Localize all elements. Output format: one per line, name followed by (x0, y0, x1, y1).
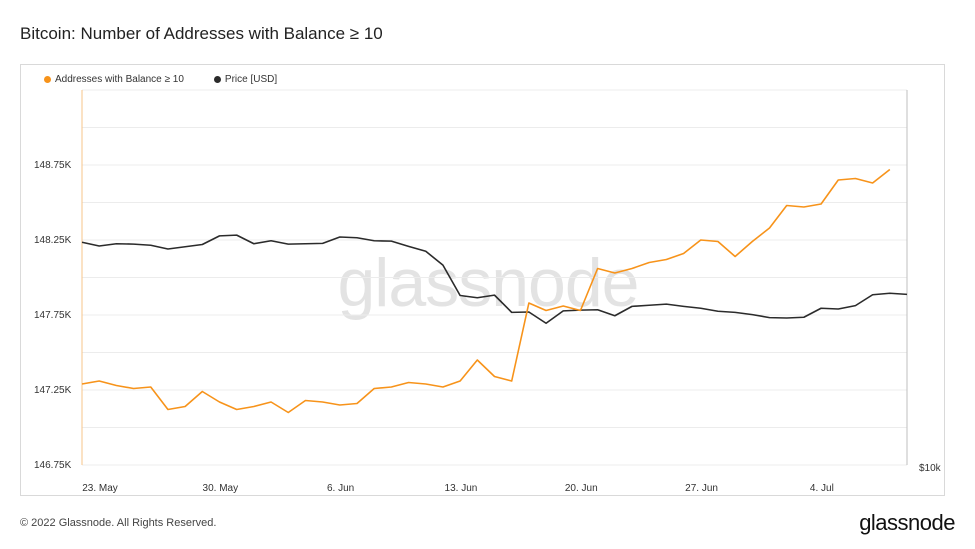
legend-marker-price (213, 76, 221, 83)
x-tick-label: 13. Jun (445, 483, 478, 494)
y2-tick-label: $10k (919, 463, 942, 474)
chart-title: Bitcoin: Number of Addresses with Balanc… (20, 24, 383, 43)
y-tick-label: 146.75K (34, 460, 72, 471)
x-tick-label: 27. Jun (685, 483, 718, 494)
watermark-text: glassnode (337, 245, 638, 321)
y-tick-label: 147.75K (34, 310, 72, 321)
x-tick-label: 23. May (82, 483, 118, 494)
x-tick-label: 4. Jul (810, 483, 834, 494)
series-line-addresses (81, 168, 891, 414)
y-tick-label: 147.25K (34, 385, 72, 396)
legend-label-addresses: Addresses with Balance ≥ 10 (55, 74, 184, 85)
y-tick-label: 148.75K (34, 160, 72, 171)
glassnode-logo[interactable]: glassnode (859, 510, 955, 535)
legend-item-price[interactable]: Price [USD] (213, 74, 278, 85)
copyright-footer: © 2022 Glassnode. All Rights Reserved. (20, 517, 217, 529)
chart-frame (20, 64, 945, 496)
legend: Addresses with Balance ≥ 10 Price [USD] (44, 74, 277, 85)
series-line-price (81, 234, 908, 325)
x-tick-label: 20. Jun (565, 483, 598, 494)
legend-marker-addresses (44, 76, 51, 83)
x-tick-label: 30. May (203, 483, 239, 494)
legend-label-price: Price [USD] (224, 74, 278, 85)
legend-item-addresses[interactable]: Addresses with Balance ≥ 10 (44, 74, 184, 85)
x-tick-label: 6. Jun (327, 483, 354, 494)
y-tick-label: 148.25K (34, 235, 72, 246)
